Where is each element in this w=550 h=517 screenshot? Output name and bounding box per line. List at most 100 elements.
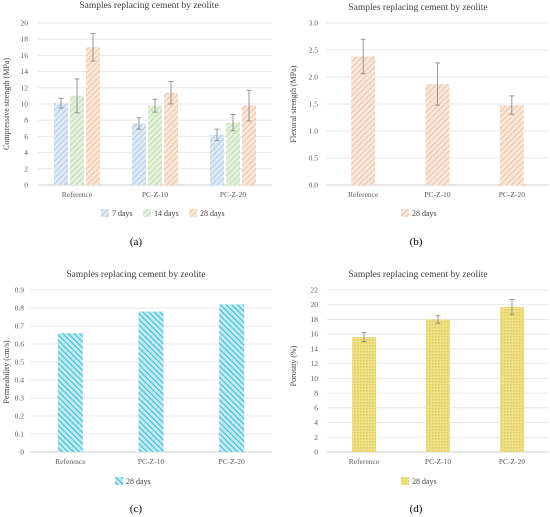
chart-b-y-tick-label: 2.0 xyxy=(309,73,319,82)
bar-b-pc-z-20-28-days xyxy=(499,105,524,185)
bar-d-pc-z-20-28-days xyxy=(500,306,524,452)
chart-d-y-tick-label: 0 xyxy=(314,448,318,457)
bar-a-pc-z-20-14-days xyxy=(226,122,240,185)
bar-a-reference-28-days xyxy=(86,47,100,185)
chart-b-x-tick-label: PC-Z-10 xyxy=(424,190,451,199)
chart-b-y-axis-label: Flexural strength (MPa) xyxy=(289,65,298,142)
chart-a-x-tick-label: PC-Z-20 xyxy=(220,190,247,199)
chart-c-x-tick-label: Reference xyxy=(55,457,86,466)
chart-c-y-tick-label: 0.3 xyxy=(15,394,25,403)
chart-d-y-tick-label: 18 xyxy=(311,315,319,324)
chart-a-bars xyxy=(54,47,256,185)
bar-d-pc-z-10-28-days xyxy=(426,319,450,452)
chart-a-y-tick-label: 2 xyxy=(24,164,28,173)
chart-c-y-tick-label: 0 xyxy=(20,448,24,457)
panel-label-d: (d) xyxy=(410,503,423,515)
chart-c-y-tick-label: 0.8 xyxy=(15,304,25,313)
chart-c-legend: 28 days xyxy=(115,477,151,486)
chart-c-y-tick-label: 0.7 xyxy=(15,322,25,331)
chart-d-error-bars xyxy=(361,299,515,342)
chart-a-y-tick-label: 0 xyxy=(24,181,28,190)
chart-d-title: Samples replacing cement by zeolite xyxy=(348,270,487,280)
chart-c-title: Samples replacing cement by zeolite xyxy=(66,270,205,280)
legend-swatch-14-days xyxy=(143,209,151,217)
chart-b-y-ticks: 0.0 0.5 1.0 1.5 2.0 2.5 3.0 xyxy=(309,19,319,190)
chart-a-error-bars xyxy=(58,33,252,141)
chart-b-y-tick-label: 3.0 xyxy=(309,19,319,28)
chart-d-y-tick-label: 14 xyxy=(311,344,319,353)
chart-b-y-tick-label: 0.5 xyxy=(309,154,319,163)
chart-d-y-tick-label: 12 xyxy=(311,359,319,368)
chart-d-legend: 28 days xyxy=(401,477,437,486)
legend-label-28-days-c: 28 days xyxy=(126,477,151,486)
legend-label-7-days: 7 days xyxy=(112,209,133,218)
panel-b: Samples replacing cement by zeolite Flex… xyxy=(289,3,549,248)
panel-c: Samples replacing cement by zeolite Perm… xyxy=(2,270,272,515)
chart-d-y-tick-label: 16 xyxy=(311,330,319,339)
legend-label-28-days-d: 28 days xyxy=(412,477,437,486)
chart-c-y-ticks: 0 0.1 0.2 0.3 0.4 0.5 0.6 0.7 0.8 0.9 xyxy=(15,286,25,457)
chart-c-x-tick-label: PC-Z-10 xyxy=(138,457,165,466)
chart-a-y-tick-label: 10 xyxy=(21,100,29,109)
panel-label-a: (a) xyxy=(130,236,143,248)
chart-b-y-tick-label: 0.0 xyxy=(309,181,319,190)
chart-b-error-bars xyxy=(360,38,515,115)
chart-a-y-axis-label: Compressive strength (MPa) xyxy=(2,58,11,150)
chart-c-y-tick-label: 0.6 xyxy=(15,340,25,349)
legend-label-14-days: 14 days xyxy=(154,209,179,218)
chart-a-y-tick-label: 4 xyxy=(24,148,28,157)
bar-a-reference-7-days xyxy=(54,103,68,185)
chart-d-bars xyxy=(352,306,524,452)
chart-d-x-tick-label: Reference xyxy=(349,457,380,466)
bar-a-pc-z-10-28-days xyxy=(164,92,178,185)
bar-a-pc-z-20-7-days xyxy=(210,134,224,185)
chart-d-x-tick-label: PC-Z-20 xyxy=(499,457,526,466)
chart-b-x-tick-label: PC-Z-20 xyxy=(499,190,526,199)
chart-a-y-ticks: 0 2 4 6 8 10 12 14 16 18 20 xyxy=(21,19,29,190)
chart-b-legend: 28 days xyxy=(401,209,437,218)
chart-a-y-tick-label: 6 xyxy=(24,132,28,141)
panel-label-c: (c) xyxy=(130,503,143,515)
chart-a-x-tick-label: Reference xyxy=(62,190,93,199)
chart-b-title: Samples replacing cement by zeolite xyxy=(348,3,487,13)
bar-a-pc-z-20-28-days xyxy=(242,105,256,185)
bar-c-pc-z-10-28-days xyxy=(138,311,164,452)
legend-swatch-28-days xyxy=(189,209,197,217)
chart-b-y-tick-label: 1.5 xyxy=(309,100,319,109)
chart-a-y-tick-label: 14 xyxy=(21,67,29,76)
chart-c-y-tick-label: 0.1 xyxy=(15,430,25,439)
chart-a-x-ticks: Reference PC-Z-10 PC-Z-20 xyxy=(62,190,247,199)
bar-c-reference-28-days xyxy=(57,333,83,452)
chart-a-y-tick-label: 18 xyxy=(21,35,29,44)
chart-a-legend: 7 days 14 days 28 days xyxy=(101,209,225,218)
chart-d-x-tick-label: PC-Z-10 xyxy=(425,457,452,466)
legend-swatch-28-days-b xyxy=(401,209,409,217)
chart-c-x-ticks: Reference PC-Z-10 PC-Z-20 xyxy=(55,457,245,466)
chart-d-y-axis-label: Porosity (%) xyxy=(289,345,298,386)
chart-c-x-tick-label: PC-Z-20 xyxy=(219,457,246,466)
chart-c-y-tick-label: 0.9 xyxy=(15,286,25,295)
bar-c-pc-z-20-28-days xyxy=(219,304,245,452)
chart-d-y-tick-label: 8 xyxy=(314,389,318,398)
chart-a-title: Samples replacing cement by zeolite xyxy=(79,1,218,11)
chart-c-y-tick-label: 0.5 xyxy=(15,358,25,367)
chart-d-x-ticks: Reference PC-Z-10 PC-Z-20 xyxy=(349,457,526,466)
bar-d-reference-28-days xyxy=(352,337,376,452)
bar-a-pc-z-10-14-days xyxy=(148,105,162,185)
chart-d-y-tick-label: 4 xyxy=(314,418,318,427)
chart-c-bars xyxy=(57,304,245,452)
bar-a-pc-z-10-7-days xyxy=(132,123,146,185)
legend-label-28-days-b: 28 days xyxy=(412,209,437,218)
chart-d-y-tick-label: 2 xyxy=(314,433,318,442)
panel-label-b: (b) xyxy=(410,236,423,248)
panel-d: Samples replacing cement by zeolite Poro… xyxy=(289,270,549,515)
legend-label-28-days: 28 days xyxy=(200,209,225,218)
legend-swatch-7-days xyxy=(101,209,109,217)
chart-a-y-tick-label: 8 xyxy=(24,116,28,125)
chart-d-y-tick-label: 6 xyxy=(314,403,318,412)
chart-c-y-axis-label: Permeability (cm/s) xyxy=(2,340,11,404)
chart-b-y-tick-label: 1.0 xyxy=(309,127,319,136)
chart-d-y-tick-label: 22 xyxy=(311,286,319,295)
chart-a-y-tick-label: 16 xyxy=(21,51,29,60)
